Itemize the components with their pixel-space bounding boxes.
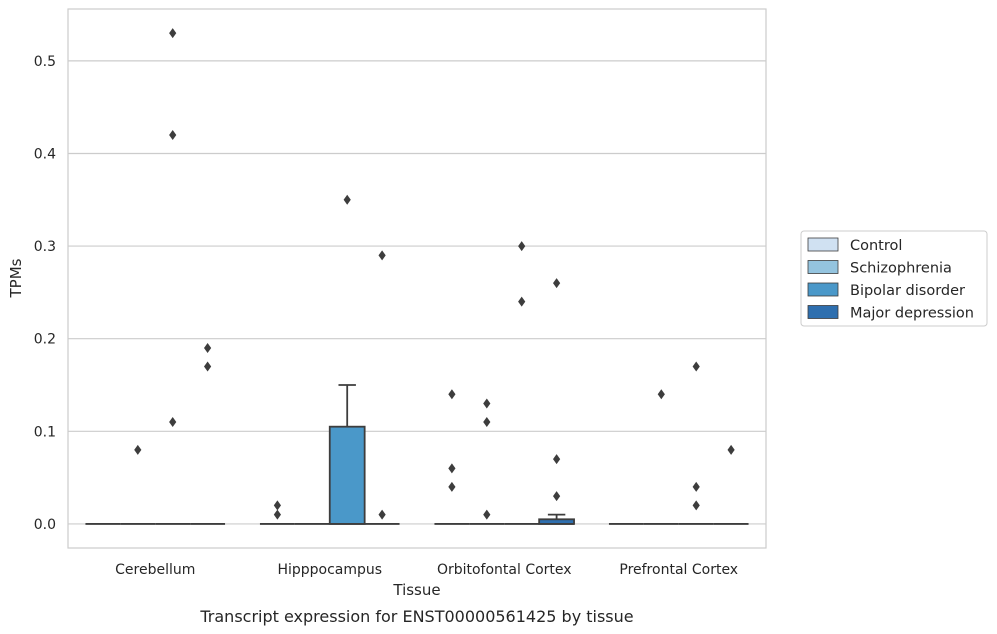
outlier-point bbox=[134, 444, 142, 455]
x-tick-label: Orbitofontal Cortex bbox=[437, 562, 572, 578]
y-axis-label: TPMs bbox=[7, 258, 25, 298]
chart-caption: Transcript expression for ENST0000056142… bbox=[199, 607, 633, 626]
x-axis-ticks: Cerebellum Hipppocampus Orbitofontal Corte… bbox=[115, 562, 738, 578]
outlier-point bbox=[692, 361, 700, 372]
x-tick-label: Prefrontal Cortex bbox=[619, 562, 738, 578]
legend-frame bbox=[800, 230, 988, 327]
outlier-point bbox=[518, 241, 526, 252]
outlier-point bbox=[727, 444, 735, 455]
legend-label: Bipolar disorder bbox=[850, 283, 965, 299]
outlier-point bbox=[483, 398, 491, 409]
outlier-point bbox=[273, 500, 281, 511]
outlier-point bbox=[483, 417, 491, 428]
box bbox=[328, 384, 366, 525]
outlier-point bbox=[169, 129, 177, 140]
outlier-point bbox=[169, 28, 177, 39]
outlier-point bbox=[204, 342, 212, 353]
outlier-point bbox=[448, 481, 456, 492]
outlier-point bbox=[273, 509, 281, 520]
legend-label: Schizophrenia bbox=[850, 261, 952, 277]
y-tick-label: 0.0 bbox=[34, 517, 56, 533]
x-tick-label: Hipppocampus bbox=[277, 562, 382, 578]
legend-swatch bbox=[807, 260, 839, 274]
outlier-point bbox=[448, 463, 456, 474]
y-tick-label: 0.2 bbox=[34, 332, 56, 348]
outlier-point bbox=[692, 500, 700, 511]
x-tick-label: Cerebellum bbox=[115, 562, 195, 578]
y-tick-label: 0.1 bbox=[34, 424, 56, 440]
boxes-layer bbox=[85, 384, 749, 525]
outlier-point bbox=[553, 454, 561, 465]
outlier-point bbox=[553, 491, 561, 502]
outlier-point bbox=[378, 250, 386, 261]
outlier-point bbox=[448, 389, 456, 400]
outlier-point bbox=[343, 194, 351, 205]
legend: Control Schizophrenia Bipolar disorder Majo… bbox=[800, 230, 988, 327]
legend-label: Major depression bbox=[850, 306, 974, 322]
legend-swatch bbox=[807, 237, 839, 252]
outlier-point bbox=[692, 481, 700, 492]
legend-swatch bbox=[807, 282, 839, 297]
outliers-layer bbox=[134, 28, 735, 520]
x-axis-label: Tissue bbox=[392, 581, 440, 599]
outlier-point bbox=[518, 296, 526, 307]
legend-label: Control bbox=[850, 238, 902, 254]
box-body bbox=[328, 425, 366, 525]
y-axis-ticks: 0.0 0.1 0.2 0.3 0.4 0.5 bbox=[34, 54, 56, 533]
outlier-point bbox=[169, 417, 177, 428]
y-tick-label: 0.3 bbox=[34, 239, 56, 255]
plot-area bbox=[67, 8, 767, 549]
legend-swatch bbox=[807, 305, 839, 319]
y-tick-label: 0.5 bbox=[34, 54, 56, 70]
y-tick-label: 0.4 bbox=[34, 146, 56, 162]
outlier-point bbox=[553, 278, 561, 289]
outlier-point bbox=[657, 389, 665, 400]
outlier-point bbox=[378, 509, 386, 520]
outlier-point bbox=[483, 509, 491, 520]
box bbox=[538, 513, 575, 525]
outlier-point bbox=[204, 361, 212, 372]
